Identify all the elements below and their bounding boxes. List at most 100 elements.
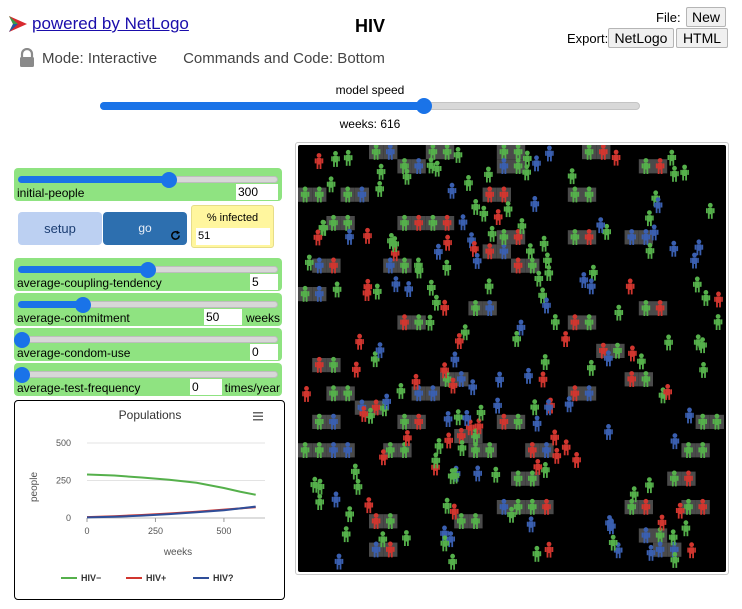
- slider-value[interactable]: 0: [190, 379, 222, 395]
- slider-value[interactable]: 5: [250, 274, 278, 290]
- person-agent: [649, 224, 659, 241]
- person-agent: [457, 440, 467, 456]
- person-agent: [315, 494, 324, 510]
- monitor-value: 51: [196, 228, 270, 245]
- slider-thumb[interactable]: [14, 367, 30, 383]
- netlogo-link[interactable]: powered by NetLogo: [8, 14, 189, 34]
- legend-item[interactable]: HIV−: [81, 573, 101, 583]
- person-agent: [655, 541, 665, 558]
- slider-value[interactable]: 50: [204, 309, 242, 325]
- couple: [582, 145, 611, 160]
- person-agent: [584, 145, 594, 160]
- person-agent: [448, 377, 458, 394]
- person-agent: [625, 278, 635, 295]
- person-agent: [611, 149, 621, 166]
- legend-item[interactable]: HIV+: [146, 573, 166, 583]
- person-agent: [653, 197, 663, 214]
- export-netlogo-button[interactable]: NetLogo: [608, 28, 674, 48]
- person-agent: [513, 158, 523, 174]
- person-agent: [561, 331, 570, 347]
- couple: [312, 413, 341, 430]
- couple: [511, 470, 540, 487]
- person-agent: [526, 243, 535, 260]
- go-button[interactable]: go: [103, 212, 187, 245]
- person-agent: [382, 393, 391, 410]
- person-agent: [493, 397, 502, 414]
- person-agent: [714, 291, 723, 308]
- slider-thumb[interactable]: [75, 297, 91, 313]
- monitor-label: % infected: [206, 212, 259, 224]
- couple: [369, 145, 398, 160]
- person-agent: [329, 356, 338, 373]
- legend-item[interactable]: HIV?: [213, 573, 234, 583]
- couple: [468, 300, 497, 316]
- person-agent: [485, 186, 494, 203]
- average-commitment-slider[interactable]: average-commitment 50 weeks: [14, 293, 282, 326]
- person-agent: [428, 214, 438, 231]
- average-test-frequency-slider[interactable]: average-test-frequency 0 times/year: [14, 363, 282, 396]
- setup-button[interactable]: setup: [18, 212, 102, 245]
- file-new-button[interactable]: New: [686, 7, 726, 27]
- person-agent: [543, 252, 552, 269]
- person-agent: [698, 413, 707, 430]
- person-agent: [364, 497, 374, 514]
- person-agent: [386, 442, 395, 458]
- person-agent: [371, 399, 381, 416]
- person-agent: [587, 278, 596, 295]
- slider-fill: [18, 176, 169, 183]
- person-agent: [375, 342, 385, 359]
- person-agent: [641, 158, 651, 174]
- world-canvas[interactable]: [298, 145, 726, 572]
- initial-people-slider[interactable]: initial-people 300: [14, 168, 282, 201]
- lock-icon[interactable]: [18, 48, 36, 68]
- slider-value[interactable]: 300: [236, 184, 278, 200]
- slider-thumb[interactable]: [14, 332, 30, 348]
- model-speed-thumb[interactable]: [416, 98, 432, 114]
- couple: [454, 513, 483, 529]
- tick-counter: weeks: 616: [339, 117, 401, 131]
- person-agent: [352, 361, 361, 378]
- person-agent: [499, 498, 509, 515]
- person-agent: [315, 442, 324, 458]
- person-agent: [532, 155, 541, 172]
- person-agent: [343, 186, 352, 203]
- person-agent: [371, 541, 381, 558]
- person-agent: [431, 452, 441, 469]
- commands-label[interactable]: Commands and Code: Bottom: [183, 49, 385, 67]
- person-agent: [414, 314, 423, 331]
- person-agent: [458, 214, 468, 231]
- person-agent: [329, 214, 338, 231]
- slider-thumb[interactable]: [160, 172, 177, 188]
- person-agent: [471, 442, 480, 458]
- average-coupling-tendency-slider[interactable]: average-coupling-tendency 5: [14, 258, 282, 291]
- person-agent: [596, 217, 605, 234]
- person-agent: [517, 218, 527, 234]
- person-agent: [599, 342, 608, 359]
- hamburger-icon[interactable]: [253, 412, 263, 421]
- person-agent: [544, 399, 553, 416]
- person-agent: [334, 553, 344, 570]
- slider-label: initial-people: [17, 186, 85, 200]
- mode-bar: Mode: Interactive Commands and Code: Bot…: [18, 48, 385, 68]
- person-agent: [400, 257, 409, 274]
- person-agent: [551, 314, 560, 330]
- person-agent: [403, 430, 412, 446]
- person-agent: [670, 552, 680, 568]
- person-agent: [471, 513, 480, 529]
- person-agent: [499, 229, 509, 245]
- world-view[interactable]: [298, 145, 726, 572]
- person-agent: [485, 442, 494, 458]
- export-html-button[interactable]: HTML: [676, 28, 728, 48]
- person-agent: [538, 371, 548, 388]
- person-agent: [355, 333, 364, 350]
- couple: [667, 470, 696, 487]
- average-condom-use-slider[interactable]: average-condom-use 0: [14, 328, 282, 361]
- slider-track[interactable]: [18, 336, 278, 343]
- slider-thumb[interactable]: [140, 262, 156, 278]
- person-agent: [614, 304, 624, 321]
- couple: [624, 371, 653, 387]
- slider-track[interactable]: [18, 371, 278, 378]
- slider-value[interactable]: 0: [250, 344, 278, 360]
- person-agent: [440, 299, 449, 316]
- person-agent: [386, 513, 395, 529]
